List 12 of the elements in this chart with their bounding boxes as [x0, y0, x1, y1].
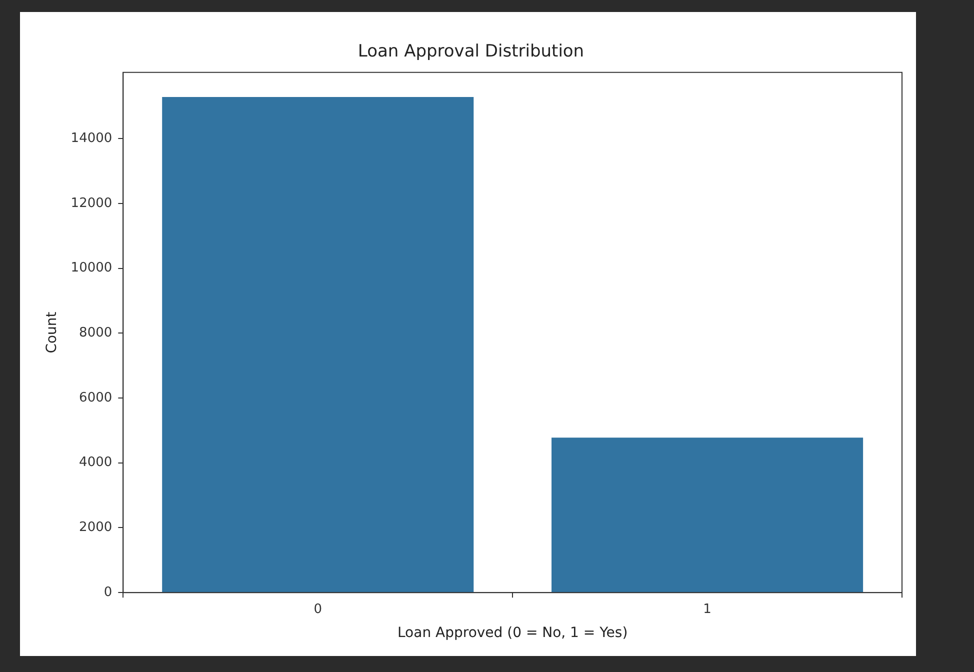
y-axis-title: Count [44, 311, 60, 354]
chart-title: Loan Approval Distribution [358, 42, 584, 62]
y-tick-label: 8000 [79, 326, 112, 341]
y-tick-label: 0 [104, 584, 112, 600]
x-tick-label: 1 [703, 602, 712, 617]
y-tick-label: 12000 [70, 196, 112, 211]
y-tick-label: 10000 [70, 260, 112, 276]
y-tick-label: 2000 [79, 520, 112, 536]
y-tick-label: 6000 [79, 390, 112, 406]
x-axis-title: Loan Approved (0 = No, 1 = Yes) [397, 625, 628, 642]
y-tick-label: 14000 [70, 130, 112, 146]
y-tick-label: 4000 [79, 455, 112, 470]
